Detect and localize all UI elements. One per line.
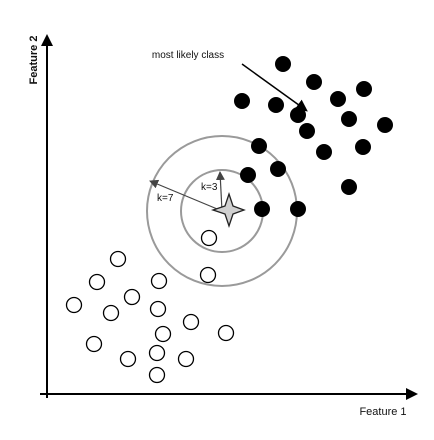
k7-label: k=7: [157, 193, 174, 204]
filled-point: [234, 93, 250, 109]
filled-point: [355, 139, 371, 155]
hollow-point: [104, 306, 119, 321]
hollow-point: [179, 352, 194, 367]
most-likely-class-label: most likely class: [152, 50, 224, 61]
filled-point: [299, 123, 315, 139]
hollow-class-points: [67, 231, 234, 383]
filled-point: [268, 97, 284, 113]
hollow-point: [125, 290, 140, 305]
filled-point: [330, 91, 346, 107]
filled-point: [306, 74, 322, 90]
hollow-point: [87, 337, 102, 352]
filled-point: [275, 56, 291, 72]
filled-point: [270, 161, 286, 177]
hollow-point: [90, 275, 105, 290]
hollow-point: [156, 327, 171, 342]
hollow-point: [67, 298, 82, 313]
filled-point: [377, 117, 393, 133]
filled-point: [316, 144, 332, 160]
hollow-point: [151, 302, 166, 317]
hollow-point: [219, 326, 234, 341]
hollow-point: [184, 315, 199, 330]
y-axis-label: Feature 2: [28, 36, 40, 85]
four-point-star-icon: [213, 194, 244, 226]
filled-point: [240, 167, 256, 183]
hollow-point: [152, 274, 167, 289]
filled-point: [290, 107, 306, 123]
k3-radius-arrow: [220, 172, 222, 211]
hollow-point: [150, 346, 165, 361]
hollow-point: [201, 268, 216, 283]
filled-point: [251, 138, 267, 154]
hollow-point: [150, 368, 165, 383]
filled-point: [290, 201, 306, 217]
hollow-point: [121, 352, 136, 367]
filled-point: [341, 111, 357, 127]
filled-point: [356, 81, 372, 97]
hollow-point: [111, 252, 126, 267]
filled-point: [254, 201, 270, 217]
filled-point: [341, 179, 357, 195]
x-axis-label: Feature 1: [359, 406, 406, 418]
hollow-point: [202, 231, 217, 246]
k3-label: k=3: [201, 182, 218, 193]
